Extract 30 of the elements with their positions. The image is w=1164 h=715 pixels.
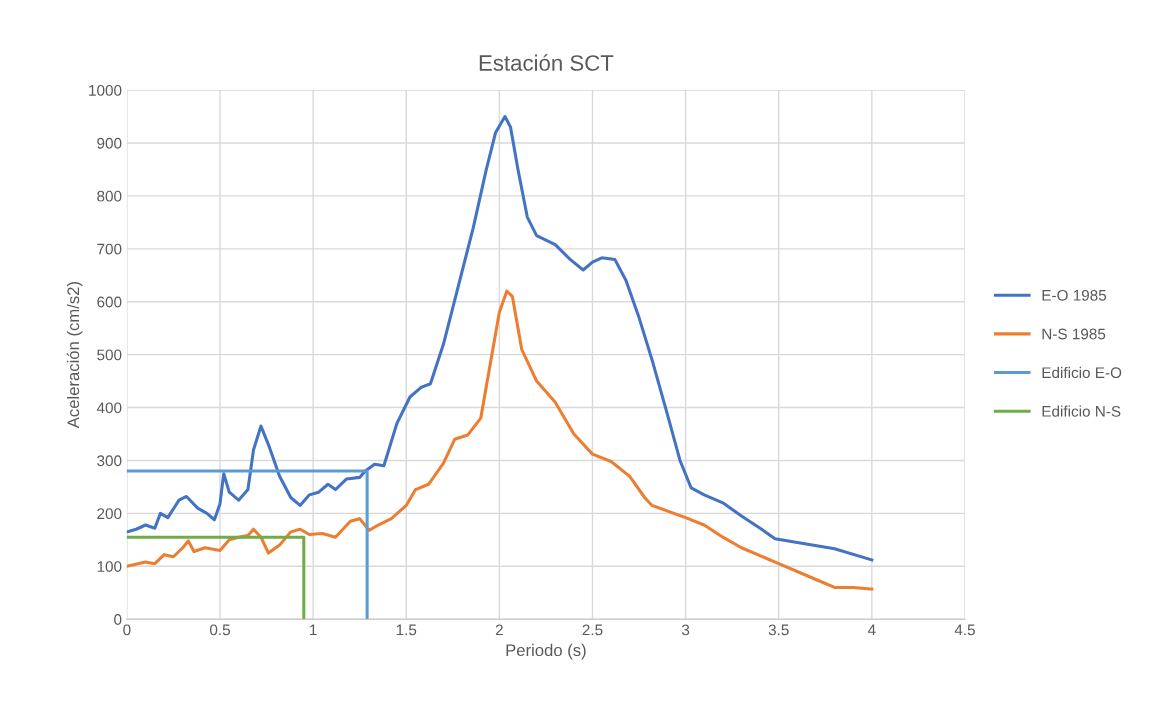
y-tick-label: 0: [114, 614, 122, 625]
y-tick-label: 900: [97, 137, 122, 149]
y-tick-label: 700: [97, 243, 122, 255]
y-tick-label: 400: [96, 402, 122, 414]
x-tick-label: 4: [867, 624, 876, 636]
legend-label: Edificio N-S: [1042, 405, 1121, 417]
x-tick-label: 3: [681, 624, 690, 636]
x-tick-label: 0.5: [209, 624, 230, 636]
x-tick-label: 0: [123, 624, 131, 636]
legend-label: E-O 1985: [1042, 289, 1107, 301]
y-tick-label: 100: [97, 561, 122, 572]
line-series: [126, 289, 874, 591]
legend-label: N-S 1985: [1042, 328, 1106, 340]
y-tick-label: 300: [97, 455, 122, 467]
line-series: [126, 115, 874, 562]
legend-label: Edificio E-O: [1042, 366, 1122, 379]
y-tick-label: 1000: [89, 84, 122, 96]
x-tick-label: 1.5: [396, 624, 417, 636]
chart-title: Estación SCT: [479, 54, 614, 71]
x-tick-label: 1: [310, 624, 317, 636]
y-tick-label: 500: [97, 349, 122, 361]
y-tick-label: 800: [97, 190, 122, 202]
y-tick-label: 200: [97, 508, 122, 520]
x-tick-label: 4.5: [954, 624, 975, 636]
x-tick-label: 3.5: [768, 624, 789, 636]
x-tick-label: 2: [495, 624, 503, 636]
x-tick-label: 2.5: [582, 624, 603, 636]
y-tick-label: 600: [97, 296, 122, 308]
y-axis-title: Aceleración (cm/s2): [66, 282, 83, 429]
x-axis-title: Periodo (s): [506, 643, 586, 660]
